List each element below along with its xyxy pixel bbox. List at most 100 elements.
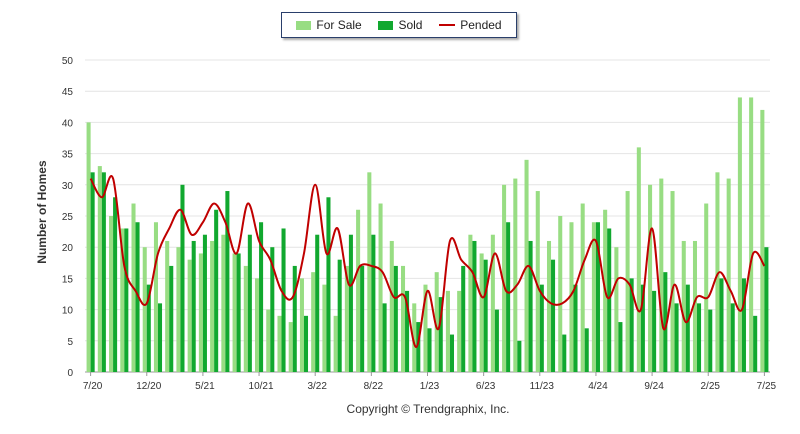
x-tick-label: 11/23 xyxy=(530,381,555,392)
bar-sold xyxy=(348,234,353,372)
x-tick-label: 6/23 xyxy=(476,381,496,392)
bar-for-sale xyxy=(153,222,158,372)
bar-sold xyxy=(483,259,488,372)
bar-for-sale xyxy=(266,309,271,372)
legend-item-pended[interactable]: Pended xyxy=(439,18,502,32)
bar-for-sale xyxy=(322,284,327,372)
x-tick-label: 12/20 xyxy=(136,381,161,392)
bar-sold xyxy=(719,278,724,372)
bar-sold xyxy=(506,222,511,372)
bar-for-sale xyxy=(299,278,304,372)
legend-swatch-for-sale xyxy=(296,20,312,30)
bar-sold xyxy=(607,228,612,372)
bar-sold xyxy=(360,265,365,372)
y-tick-label: 45 xyxy=(62,87,74,98)
bar-for-sale xyxy=(176,247,181,372)
bar-sold xyxy=(371,234,376,372)
bar-sold xyxy=(685,284,690,372)
bar-for-sale xyxy=(243,265,248,372)
bar-for-sale xyxy=(367,172,372,372)
bar-for-sale xyxy=(546,240,552,372)
bar-sold xyxy=(753,315,758,372)
legend-item-for-sale[interactable]: For Sale xyxy=(296,18,362,32)
legend-item-sold[interactable]: Sold xyxy=(378,18,422,32)
y-axis-title: Number of Homes xyxy=(35,160,49,264)
bar-for-sale xyxy=(659,178,664,372)
bar-sold xyxy=(191,240,196,372)
x-tick-label: 7/20 xyxy=(83,381,103,392)
y-tick-label: 30 xyxy=(62,181,74,192)
bar-sold xyxy=(461,265,466,372)
bar-for-sale xyxy=(737,97,742,372)
y-tick-label: 5 xyxy=(67,337,73,348)
bar-for-sale xyxy=(97,166,102,372)
bar-for-sale xyxy=(142,247,147,372)
bar-sold xyxy=(315,234,320,372)
bar-for-sale xyxy=(558,216,563,372)
bar-sold xyxy=(225,191,230,372)
bar-for-sale xyxy=(412,303,417,372)
bar-sold xyxy=(101,172,106,372)
bar-sold xyxy=(730,303,735,372)
bar-sold xyxy=(640,284,645,372)
bar-for-sale xyxy=(333,315,338,372)
bar-sold xyxy=(202,234,207,372)
x-tick-label: 2/25 xyxy=(701,381,721,392)
pended-line xyxy=(89,175,766,349)
legend-label-pended: Pended xyxy=(460,18,502,32)
x-tick-label: 10/21 xyxy=(249,381,274,392)
bar-for-sale xyxy=(356,209,361,372)
bar-sold xyxy=(741,278,746,372)
bar-sold xyxy=(708,309,713,372)
bar-sold xyxy=(393,265,398,372)
bar-sold xyxy=(652,290,657,372)
bar-sold xyxy=(405,290,410,372)
bar-sold xyxy=(146,284,151,372)
legend-swatch-sold xyxy=(378,20,394,30)
bar-for-sale xyxy=(210,240,215,372)
y-tick-label: 50 xyxy=(62,56,74,67)
bar-for-sale xyxy=(670,191,675,372)
y-tick-label: 25 xyxy=(62,212,74,223)
bar-sold xyxy=(562,334,567,372)
bar-sold xyxy=(663,272,668,372)
bar-sold xyxy=(382,303,387,372)
legend: For Sale Sold Pended xyxy=(281,12,517,38)
bar-for-sale xyxy=(513,178,518,372)
bar-for-sale xyxy=(277,315,282,372)
x-tick-label: 8/22 xyxy=(364,381,384,392)
bar-for-sale xyxy=(434,272,439,372)
bar-sold xyxy=(303,315,309,372)
bar-for-sale xyxy=(445,290,450,372)
bar-for-sale xyxy=(221,234,226,372)
bar-for-sale xyxy=(692,240,698,372)
bar-sold xyxy=(427,328,432,372)
bar-sold xyxy=(247,234,252,372)
bar-for-sale xyxy=(378,203,383,372)
bar-for-sale xyxy=(468,234,473,372)
bar-sold xyxy=(438,297,443,372)
bar-sold xyxy=(326,197,331,372)
bar-for-sale xyxy=(715,172,720,372)
x-tick-label: 4/24 xyxy=(588,381,608,392)
x-tick-label: 5/21 xyxy=(195,381,215,392)
bar-for-sale xyxy=(389,240,394,372)
bar-for-sale xyxy=(400,265,406,372)
bar-for-sale xyxy=(232,253,237,372)
bar-sold xyxy=(629,278,634,372)
bar-sold xyxy=(764,247,769,372)
bar-for-sale xyxy=(636,147,641,372)
bar-sold xyxy=(595,222,600,372)
bar-sold xyxy=(494,309,499,372)
bar-for-sale xyxy=(760,109,765,373)
legend-label-for-sale: For Sale xyxy=(316,18,362,32)
legend-swatch-pended xyxy=(439,24,456,26)
bar-for-sale xyxy=(288,322,293,372)
bar-sold xyxy=(472,240,477,372)
bar-sold xyxy=(292,265,297,372)
bar-sold xyxy=(449,334,455,372)
bar-sold xyxy=(236,253,241,372)
y-tick-label: 10 xyxy=(62,306,74,317)
bar-sold xyxy=(113,197,118,372)
